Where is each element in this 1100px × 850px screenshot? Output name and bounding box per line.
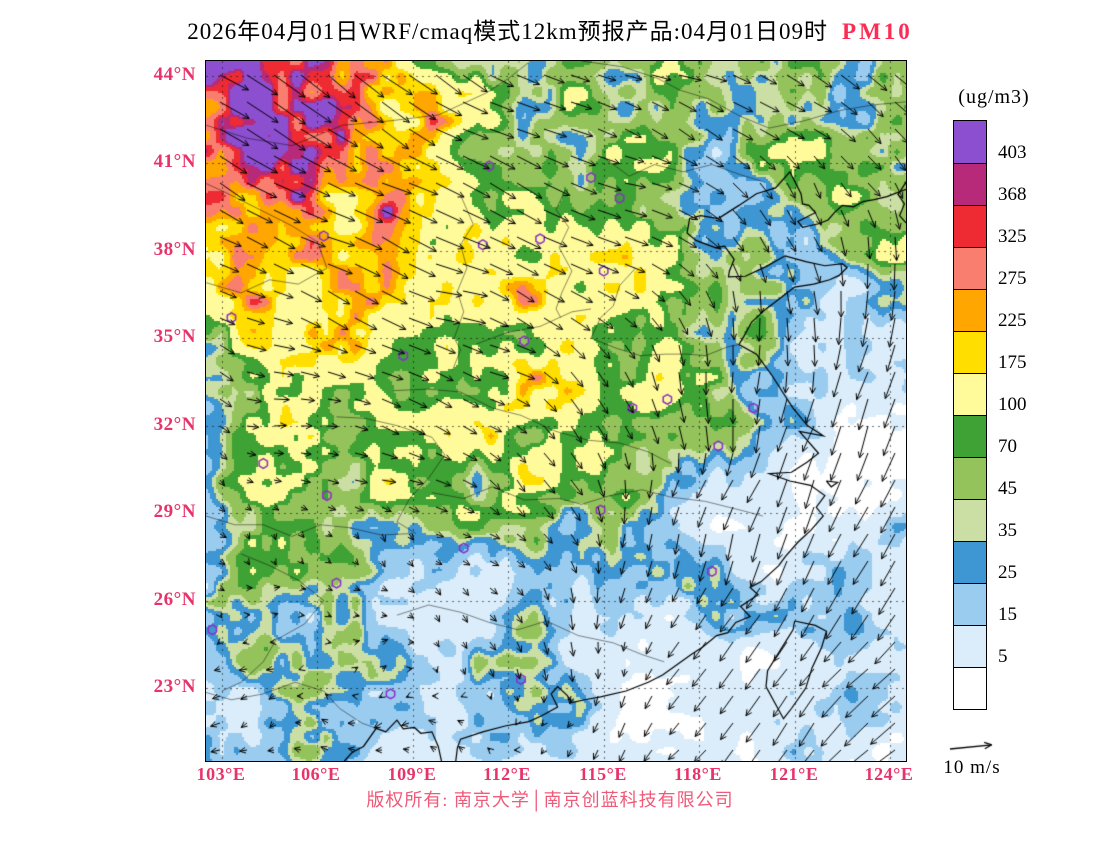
pollutant-label: PM10 bbox=[842, 19, 913, 44]
colorbar-unit-label: (ug/m3) bbox=[958, 86, 1030, 108]
colorbar-tick-label: 403 bbox=[998, 142, 1027, 163]
colorbar-tick-label: 325 bbox=[998, 226, 1027, 247]
colorbar-swatch bbox=[954, 373, 986, 415]
colorbar-tick-label: 275 bbox=[998, 268, 1027, 289]
colorbar-swatch bbox=[954, 163, 986, 205]
lat-tick-label: 26°N bbox=[153, 589, 196, 610]
lon-tick-label: 124°E bbox=[864, 764, 914, 784]
colorbar-swatch bbox=[954, 667, 986, 709]
lon-tick-label: 103°E bbox=[196, 764, 246, 784]
colorbar-tick-label: 25 bbox=[998, 562, 1017, 583]
colorbar-swatch bbox=[954, 583, 986, 625]
colorbar-swatch bbox=[954, 457, 986, 499]
wind-reference-label: 10 m/s bbox=[943, 757, 1001, 778]
lon-tick-label: 121°E bbox=[769, 764, 819, 784]
wind-reference-arrow bbox=[926, 732, 1022, 756]
colorbar-swatch bbox=[954, 625, 986, 667]
pm10-forecast-map bbox=[205, 60, 907, 762]
colorbar bbox=[953, 120, 987, 710]
lon-tick-label: 112°E bbox=[483, 764, 531, 784]
lon-tick-label: 109°E bbox=[387, 764, 437, 784]
colorbar-tick-label: 100 bbox=[998, 394, 1027, 415]
colorbar-swatch bbox=[954, 541, 986, 583]
lat-tick-label: 32°N bbox=[153, 414, 196, 435]
lat-tick-label: 35°N bbox=[153, 326, 196, 347]
lon-tick-label: 115°E bbox=[579, 764, 627, 784]
colorbar-swatch bbox=[954, 205, 986, 247]
colorbar-tick-label: 45 bbox=[998, 478, 1017, 499]
lat-tick-label: 44°N bbox=[153, 64, 196, 85]
colorbar-swatch bbox=[954, 289, 986, 331]
colorbar-swatch bbox=[954, 415, 986, 457]
page-title: 2026年04月01日WRF/cmaq模式12km预报产品:04月01日09时 P… bbox=[0, 12, 1100, 46]
colorbar-swatch bbox=[954, 121, 986, 163]
lat-tick-label: 23°N bbox=[153, 676, 196, 697]
lat-tick-label: 38°N bbox=[153, 239, 196, 260]
colorbar-tick-label: 175 bbox=[998, 352, 1027, 373]
footer-credit: 版权所有: 南京大学│南京创蓝科技有限公司 bbox=[366, 790, 734, 810]
forecast-title-text: 2026年04月01日WRF/cmaq模式12km预报产品:04月01日09时 bbox=[187, 19, 829, 44]
lat-tick-label: 29°N bbox=[153, 501, 196, 522]
colorbar-swatch bbox=[954, 247, 986, 289]
colorbar-tick-label: 15 bbox=[998, 604, 1017, 625]
lon-tick-label: 106°E bbox=[291, 764, 341, 784]
colorbar-tick-label: 70 bbox=[998, 436, 1017, 457]
colorbar-tick-label: 35 bbox=[998, 520, 1017, 541]
colorbar-tick-label: 225 bbox=[998, 310, 1027, 331]
lat-tick-label: 41°N bbox=[153, 151, 196, 172]
lon-tick-label: 118°E bbox=[674, 764, 722, 784]
colorbar-swatch bbox=[954, 499, 986, 541]
colorbar-swatch bbox=[954, 331, 986, 373]
colorbar-tick-label: 368 bbox=[998, 184, 1027, 205]
colorbar-tick-label: 5 bbox=[998, 646, 1008, 667]
